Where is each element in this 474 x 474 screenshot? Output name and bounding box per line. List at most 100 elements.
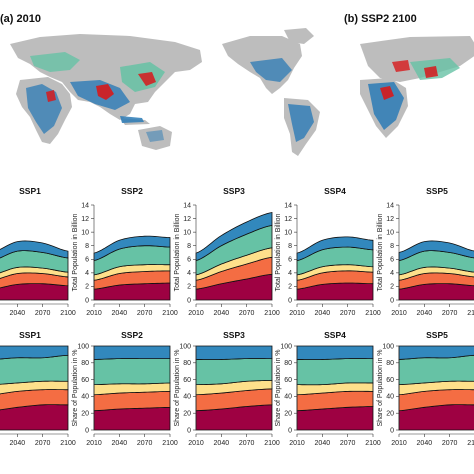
area-band-4 [398, 354, 474, 386]
area-band-5 [0, 345, 69, 360]
y-tick-label: 6 [187, 257, 191, 264]
area-band-5 [398, 345, 474, 360]
y-tick-label: 10 [386, 229, 394, 236]
y-tick-label: 4 [187, 270, 191, 277]
y-tick-label: 12 [386, 216, 394, 223]
y-axis-label: Share of Population in % [275, 349, 282, 426]
area-band-4 [296, 358, 374, 386]
panel-title: SSP2 [121, 330, 143, 340]
y-tick-label: 10 [284, 229, 292, 236]
y-tick-label: 14 [386, 202, 394, 209]
map-density [250, 58, 460, 142]
y-tick-label: 60 [386, 377, 394, 384]
x-tick-label: 2040 [112, 310, 128, 317]
x-tick-label: 2070 [239, 310, 255, 317]
map-2010: (a) 2010 [0, 13, 202, 150]
y-tick-label: 80 [183, 360, 191, 367]
y-tick-label: 80 [284, 360, 292, 367]
area-band-5 [0, 240, 69, 259]
y-tick-label: 60 [284, 377, 292, 384]
y-tick-label: 4 [390, 270, 394, 277]
y-tick-label: 4 [85, 270, 89, 277]
x-tick-label: 2070 [35, 310, 51, 317]
y-axis-label: Total Population in Billion [72, 213, 79, 291]
x-tick-label: 2070 [340, 310, 356, 317]
y-tick-label: 6 [85, 257, 89, 264]
y-tick-label: 60 [81, 377, 89, 384]
y-tick-label: 6 [390, 257, 394, 264]
y-tick-label: 12 [81, 216, 89, 223]
area-band-1 [93, 406, 171, 431]
x-tick-label: 2100 [162, 310, 178, 317]
y-tick-label: 10 [81, 229, 89, 236]
x-tick-label: 2100 [60, 310, 76, 317]
y-tick-label: 20 [81, 411, 89, 418]
y-tick-label: 40 [183, 394, 191, 401]
y-tick-label: 80 [386, 360, 394, 367]
area-band-4 [0, 354, 69, 385]
panel-title: SSP2 [121, 186, 143, 196]
x-tick-label: 2100 [365, 440, 381, 447]
y-tick-label: 6 [288, 257, 292, 264]
x-tick-label: 2010 [391, 310, 407, 317]
panel-ssp4-total: 0 2 4 6 8 10 12 14 2010 2040 2070 2100 Total Populat… [275, 186, 381, 317]
x-tick-label: 2010 [86, 310, 102, 317]
area-band-4 [93, 358, 171, 386]
x-tick-label: 2070 [137, 440, 153, 447]
y-tick-label: 12 [284, 216, 292, 223]
y-tick-label: 14 [81, 202, 89, 209]
y-tick-label: 100 [77, 343, 89, 350]
x-tick-label: 2070 [239, 440, 255, 447]
panel-title: SSP3 [223, 330, 245, 340]
y-axis-label: Share of Population in % [377, 349, 384, 426]
x-tick-label: 2040 [417, 310, 433, 317]
x-tick-label: 2040 [214, 440, 230, 447]
panel-ssp5-total: 0 2 4 6 8 10 12 14 2010 2040 2070 2100 Total Populat… [377, 186, 474, 317]
area-band-1 [0, 283, 69, 301]
panel-title: SSP5 [426, 186, 448, 196]
area-band-5 [296, 236, 374, 262]
y-axis-label: Share of Population in % [174, 349, 181, 426]
x-tick-label: 2100 [467, 440, 474, 447]
x-tick-label: 2070 [137, 310, 153, 317]
y-tick-label: 80 [81, 360, 89, 367]
x-tick-label: 2070 [442, 310, 458, 317]
y-tick-label: 8 [85, 243, 89, 250]
map-ssp2-2100: (b) SSP2 2100 [222, 13, 474, 156]
y-tick-label: 100 [179, 343, 191, 350]
y-tick-label: 8 [187, 243, 191, 250]
panel-title: SSP1 [19, 186, 41, 196]
y-tick-label: 14 [183, 202, 191, 209]
area-band-5 [296, 345, 374, 360]
y-axis-label: Total Population in Billion [377, 213, 384, 291]
map-density [26, 52, 165, 142]
y-tick-label: 0 [187, 427, 191, 434]
area-band-4 [195, 358, 273, 386]
y-tick-label: 0 [187, 297, 191, 304]
y-axis-label: Total Population in Billion [275, 213, 282, 291]
area-band-5 [195, 345, 273, 360]
y-tick-label: 100 [382, 343, 394, 350]
y-tick-label: 0 [288, 297, 292, 304]
y-axis-label: Share of Population in % [72, 349, 79, 426]
y-tick-label: 2 [85, 284, 89, 291]
x-tick-label: 2010 [391, 440, 407, 447]
y-tick-label: 0 [288, 427, 292, 434]
y-tick-label: 40 [386, 394, 394, 401]
y-tick-label: 60 [183, 377, 191, 384]
y-axis-label: Total Population in Billion [174, 213, 181, 291]
y-tick-label: 12 [183, 216, 191, 223]
y-tick-label: 40 [284, 394, 292, 401]
x-tick-label: 2040 [112, 440, 128, 447]
area-band-5 [398, 240, 474, 262]
area-band-5 [93, 235, 171, 262]
x-tick-label: 2100 [365, 310, 381, 317]
x-tick-label: 2070 [340, 440, 356, 447]
panel-ssp2-total: 0 2 4 6 8 10 12 14 2010 2040 2070 2100 Total Populat… [72, 186, 178, 317]
